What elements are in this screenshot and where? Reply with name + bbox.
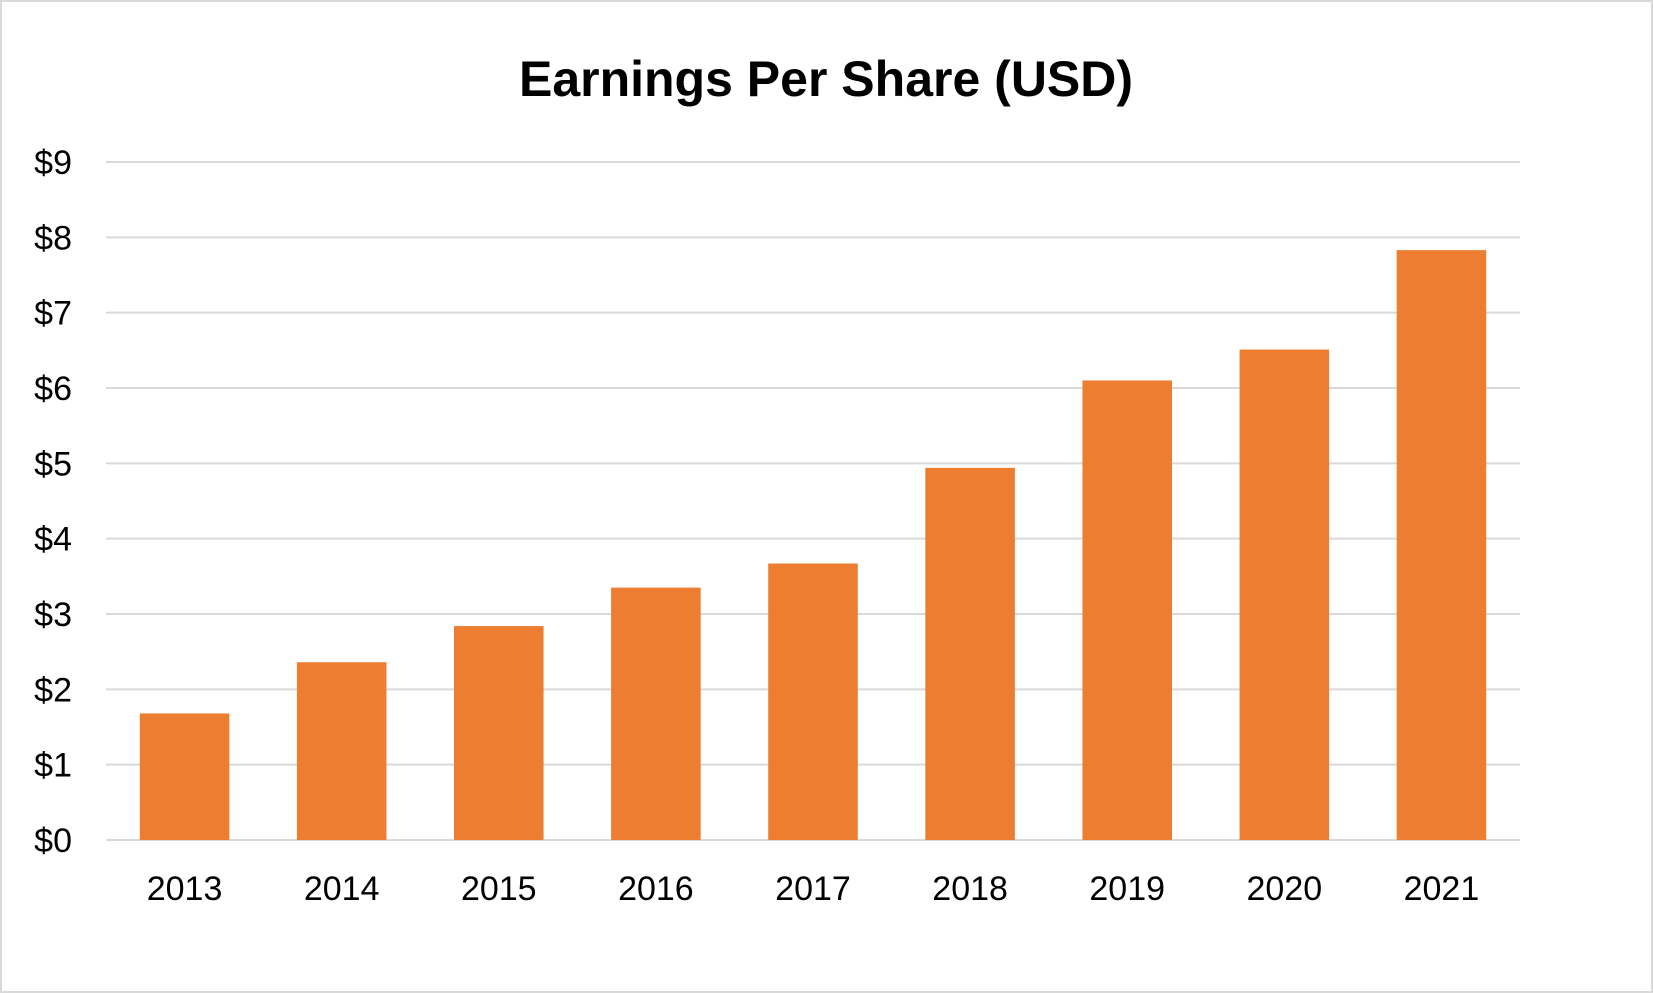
y-tick-label: $6 [34,370,72,408]
y-tick-label: $7 [34,295,72,333]
x-tick-label: 2013 [147,870,223,908]
chart-title: Earnings Per Share (USD) [519,51,1133,107]
x-tick-label: 2021 [1404,870,1480,908]
bar-2016 [611,587,701,840]
y-tick-label: $4 [34,521,72,559]
y-tick-label: $8 [34,219,72,257]
bar-2015 [454,626,544,840]
bar-2017 [768,563,858,840]
bar-2014 [296,662,387,840]
x-tick-label: 2020 [1247,870,1323,908]
y-tick-label: $2 [34,671,72,709]
y-tick-label: $1 [34,747,72,785]
bar-2021 [1396,250,1487,840]
y-tick-label: $5 [34,445,72,483]
y-tick-label: $3 [34,596,72,634]
x-tick-label: 2018 [932,870,1008,908]
bar-2020 [1239,349,1330,840]
x-tick-label: 2016 [618,870,694,908]
y-tick-label: $0 [34,822,72,860]
x-axis-tick-labels: 2013 2014 2015 2016 2017 2018 2019 2020 2021 [147,870,1480,908]
y-axis-tick-labels: $0 $1 $2 $3 $4 $5 $6 $7 $8 $9 [34,144,72,860]
x-tick-label: 2019 [1089,870,1165,908]
bar-2013 [139,713,230,840]
x-tick-label: 2015 [461,870,537,908]
bars [139,250,1487,840]
x-tick-label: 2014 [304,870,380,908]
y-tick-label: $9 [34,144,72,182]
x-tick-label: 2017 [775,870,851,908]
bar-2019 [1082,380,1172,840]
bar-2018 [925,467,1015,840]
